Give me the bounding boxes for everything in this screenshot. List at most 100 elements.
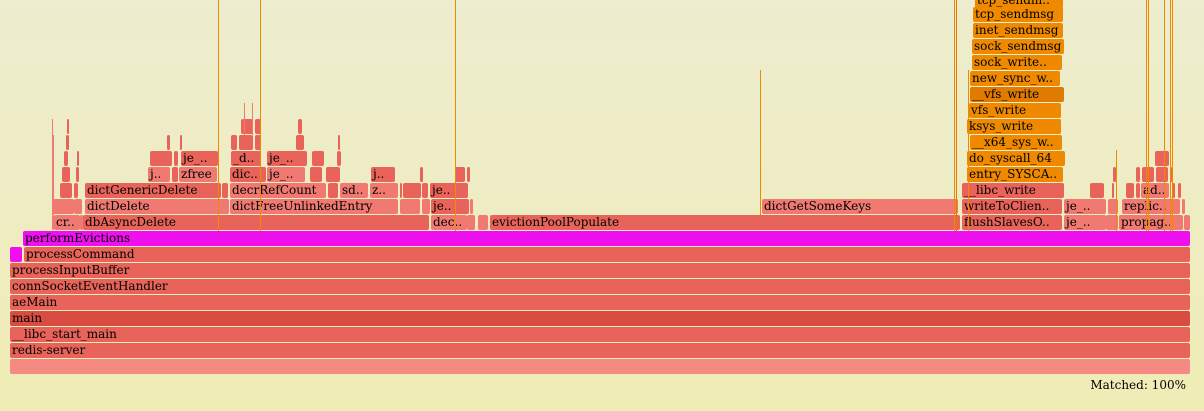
frame-small[interactable] bbox=[403, 183, 421, 198]
frame-small[interactable] bbox=[338, 135, 340, 150]
frame-small[interactable] bbox=[455, 167, 465, 182]
frame-small[interactable] bbox=[255, 119, 261, 134]
frame-small[interactable] bbox=[1156, 167, 1168, 182]
frame-small[interactable] bbox=[1108, 199, 1118, 214]
frame-small[interactable] bbox=[167, 135, 170, 150]
frame-dictgenericdelete[interactable]: dictGenericDelete bbox=[85, 183, 221, 198]
frame-small[interactable] bbox=[60, 183, 72, 198]
frame-frame[interactable] bbox=[10, 359, 1190, 374]
frame-small[interactable] bbox=[67, 119, 69, 134]
frame-sock-write[interactable]: sock_write.. bbox=[972, 55, 1062, 70]
frame-small[interactable] bbox=[1106, 215, 1118, 230]
frame-small[interactable] bbox=[326, 167, 340, 182]
frame-small[interactable] bbox=[1172, 183, 1175, 198]
frame-small[interactable] bbox=[422, 183, 428, 198]
frame-small[interactable] bbox=[222, 183, 228, 198]
frame-x64-sys-w[interactable]: __x64_sys_w.. bbox=[970, 135, 1062, 150]
frame-j[interactable]: j.. bbox=[371, 167, 395, 182]
frame-small[interactable] bbox=[478, 215, 488, 230]
frame-small[interactable] bbox=[296, 135, 304, 150]
frame-propag[interactable]: propag.. bbox=[1119, 215, 1183, 230]
frame-vfs-write[interactable]: __vfs_write bbox=[970, 87, 1064, 102]
frame-small[interactable] bbox=[239, 135, 253, 150]
frame-small[interactable] bbox=[172, 167, 178, 182]
frame-sd[interactable]: sd.. bbox=[340, 183, 368, 198]
frame-je[interactable]: je.. bbox=[431, 199, 469, 214]
frame-small[interactable] bbox=[1184, 215, 1190, 230]
frame-zfree[interactable]: zfree bbox=[179, 167, 217, 182]
frame-je[interactable]: je_.. bbox=[1064, 199, 1106, 214]
frame-frame[interactable] bbox=[10, 247, 22, 262]
frame-entry-sysca[interactable]: entry_SYSCA.. bbox=[967, 167, 1063, 182]
frame-small[interactable] bbox=[52, 215, 54, 230]
frame-libc-start-main[interactable]: __libc_start_main bbox=[10, 327, 1190, 342]
frame-small[interactable] bbox=[255, 135, 261, 150]
frame-dictgetsomekeys[interactable]: dictGetSomeKeys bbox=[762, 199, 958, 214]
frame-small[interactable] bbox=[1112, 183, 1114, 198]
frame-small[interactable] bbox=[467, 167, 470, 182]
frame-dbasyncdelete[interactable]: dbAsyncDelete bbox=[83, 215, 429, 230]
frame-j[interactable]: j.. bbox=[148, 167, 170, 182]
frame-dec[interactable]: dec.. bbox=[431, 215, 467, 230]
frame-connsocketeventhandler[interactable]: connSocketEventHandler bbox=[10, 279, 1190, 294]
frame-performevictions[interactable]: performEvictions bbox=[23, 231, 1190, 246]
frame-small[interactable] bbox=[52, 199, 74, 214]
frame-small[interactable] bbox=[1155, 151, 1169, 166]
frame-small[interactable] bbox=[1126, 183, 1134, 198]
frame-small[interactable] bbox=[312, 151, 324, 166]
frame-small[interactable] bbox=[231, 135, 237, 150]
frame-flushslaveso[interactable]: flushSlavesO.. bbox=[962, 215, 1062, 230]
frame-small[interactable] bbox=[337, 151, 341, 166]
frame-tcp-sendm[interactable]: tcp_sendm.. bbox=[975, 0, 1063, 8]
frame-small[interactable] bbox=[420, 167, 423, 182]
frame-vfs-write[interactable]: vfs_write bbox=[969, 103, 1061, 118]
frame-small[interactable] bbox=[1113, 167, 1116, 182]
frame-aemain[interactable]: aeMain bbox=[10, 295, 1190, 310]
frame-je[interactable]: je_.. bbox=[267, 167, 305, 182]
frame-decrrefcount[interactable]: decrRefCount bbox=[230, 183, 326, 198]
frame-main[interactable]: main bbox=[10, 311, 1190, 326]
frame-small[interactable] bbox=[400, 183, 402, 198]
frame-ksys-write[interactable]: ksys_write bbox=[967, 119, 1061, 134]
frame-redis-server[interactable]: redis-server bbox=[10, 343, 1190, 358]
frame-new-sync-w[interactable]: new_sync_w.. bbox=[970, 71, 1060, 86]
frame-small[interactable] bbox=[1182, 199, 1185, 214]
frame-small[interactable] bbox=[1090, 183, 1104, 198]
frame-small[interactable] bbox=[180, 135, 182, 150]
frame-libc-write[interactable]: __libc_write bbox=[962, 183, 1064, 198]
frame-small[interactable] bbox=[76, 167, 79, 182]
frame-je[interactable]: je_.. bbox=[1064, 215, 1106, 230]
frame-small[interactable] bbox=[422, 199, 430, 214]
frame-dic[interactable]: dic.. bbox=[230, 167, 266, 182]
frame-small[interactable] bbox=[74, 199, 82, 214]
frame-small[interactable] bbox=[328, 183, 338, 198]
frame-small[interactable] bbox=[298, 119, 302, 134]
frame-small[interactable] bbox=[1170, 167, 1172, 182]
frame-small[interactable] bbox=[310, 167, 322, 182]
frame-inet-sendmsg[interactable]: inet_sendmsg bbox=[973, 23, 1063, 38]
frame-je[interactable]: je_.. bbox=[267, 151, 307, 166]
frame-tcp-sendmsg[interactable]: tcp_sendmsg bbox=[973, 7, 1063, 22]
frame-small[interactable] bbox=[74, 183, 78, 198]
frame-small[interactable] bbox=[66, 135, 69, 150]
frame-small[interactable] bbox=[1136, 167, 1140, 182]
frame-sock-sendmsg[interactable]: sock_sendmsg bbox=[972, 39, 1064, 54]
frame-replic[interactable]: replic.. bbox=[1122, 199, 1180, 214]
frame-z[interactable]: z.. bbox=[370, 183, 398, 198]
frame-small[interactable] bbox=[64, 151, 68, 166]
frame-writetoclien[interactable]: writeToClien.. bbox=[962, 199, 1062, 214]
frame-do-syscall-64[interactable]: do_syscall_64 bbox=[967, 151, 1065, 166]
frame-small[interactable] bbox=[62, 167, 70, 182]
frame-je[interactable]: je_.. bbox=[181, 151, 218, 166]
frame-processcommand[interactable]: processCommand bbox=[24, 247, 1190, 262]
frame-small[interactable] bbox=[400, 199, 420, 214]
frame-cr[interactable]: cr.. bbox=[54, 215, 80, 230]
frame-small[interactable] bbox=[1136, 183, 1140, 198]
frame-dictfreeunlinkedentry[interactable]: dictFreeUnlinkedEntry bbox=[230, 199, 398, 214]
frame-evictionpoolpopulate[interactable]: evictionPoolPopulate bbox=[490, 215, 960, 230]
frame-small[interactable] bbox=[80, 215, 83, 230]
frame-small[interactable] bbox=[470, 199, 473, 214]
frame-small[interactable] bbox=[77, 151, 79, 166]
frame-small[interactable] bbox=[467, 215, 475, 230]
frame-small[interactable] bbox=[150, 151, 172, 166]
